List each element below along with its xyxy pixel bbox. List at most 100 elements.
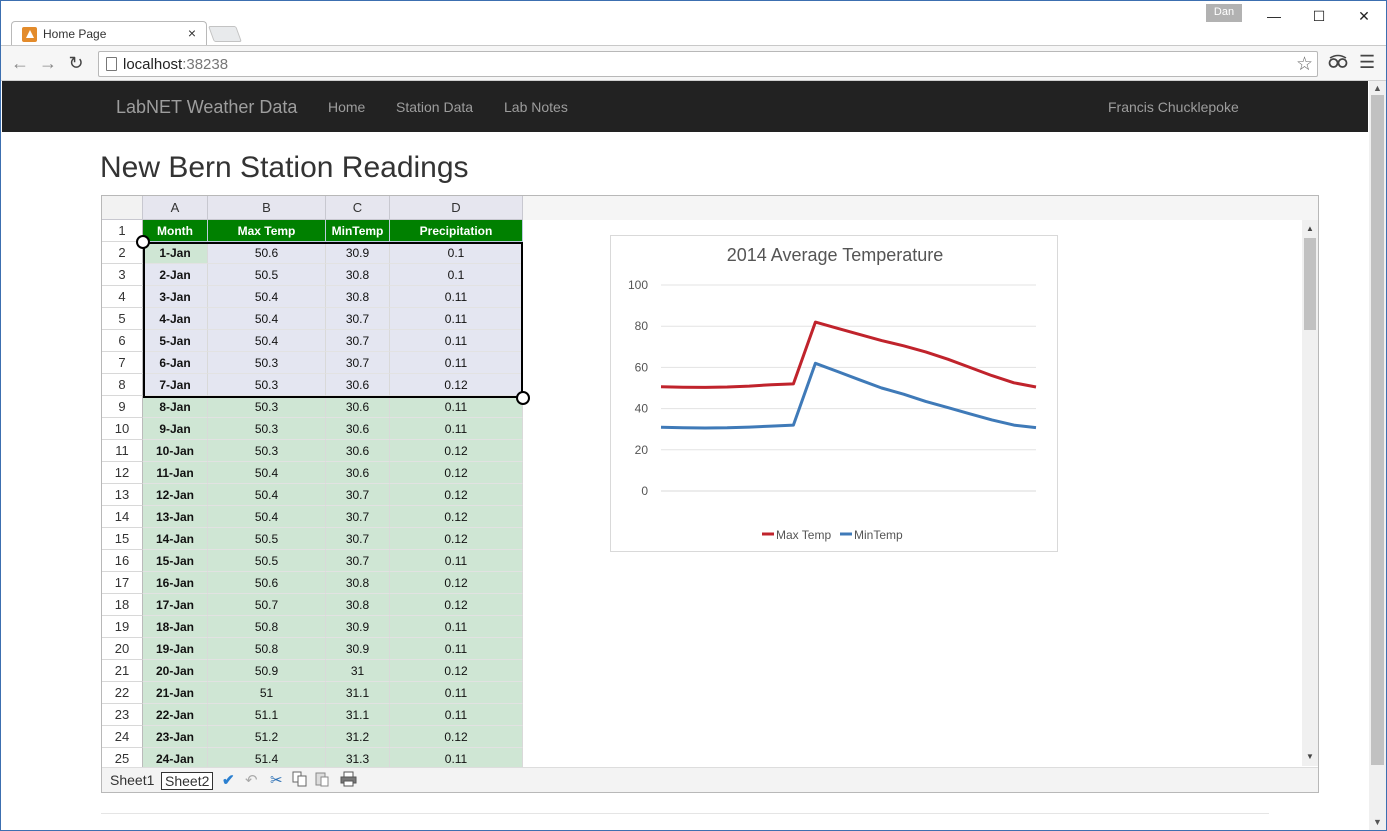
data-cell[interactable]: 6-Jan (143, 352, 208, 374)
data-cell[interactable]: 0.12 (390, 572, 523, 594)
sheet-scrollbar[interactable]: ▲ ▼ (1302, 220, 1318, 766)
extension-glasses-icon[interactable] (1328, 54, 1348, 75)
select-all-corner[interactable] (102, 196, 143, 220)
row-header[interactable]: 16 (102, 550, 143, 572)
data-cell[interactable]: 18-Jan (143, 616, 208, 638)
row-header[interactable]: 10 (102, 418, 143, 440)
data-cell[interactable]: 0.12 (390, 374, 523, 396)
sheet-scrollbar-thumb[interactable] (1304, 238, 1316, 330)
column-header-c[interactable]: C (326, 196, 390, 220)
data-cell[interactable]: 30.6 (326, 396, 390, 418)
data-cell[interactable]: 0.11 (390, 286, 523, 308)
row-header[interactable]: 1 (102, 220, 143, 242)
selection-handle-top-left[interactable] (136, 235, 150, 249)
row-header[interactable]: 17 (102, 572, 143, 594)
window-close-icon[interactable]: ✕ (1358, 8, 1370, 24)
row-header[interactable]: 18 (102, 594, 143, 616)
row-header[interactable]: 12 (102, 462, 143, 484)
data-cell[interactable]: 31.3 (326, 748, 390, 770)
data-cell[interactable]: 31 (326, 660, 390, 682)
data-cell[interactable]: 50.4 (208, 506, 326, 528)
copy-icon[interactable] (292, 771, 308, 791)
paste-icon[interactable] (314, 771, 330, 791)
data-cell[interactable]: 30.8 (326, 286, 390, 308)
data-cell[interactable]: 50.4 (208, 286, 326, 308)
row-header[interactable]: 21 (102, 660, 143, 682)
data-cell[interactable]: 0.11 (390, 638, 523, 660)
row-header[interactable]: 24 (102, 726, 143, 748)
site-brand-link[interactable]: LabNET Weather Data (116, 97, 298, 117)
data-cell[interactable]: 50.4 (208, 330, 326, 352)
data-cell[interactable]: 50.5 (208, 550, 326, 572)
column-header-a[interactable]: A (143, 196, 208, 220)
data-cell[interactable]: 31.2 (326, 726, 390, 748)
data-cell[interactable]: 13-Jan (143, 506, 208, 528)
data-cell[interactable]: 16-Jan (143, 572, 208, 594)
data-cell[interactable]: 17-Jan (143, 594, 208, 616)
data-cell[interactable]: 30.6 (326, 462, 390, 484)
data-cell[interactable]: 30.9 (326, 242, 390, 264)
data-cell[interactable]: 50.8 (208, 638, 326, 660)
header-cell[interactable]: Precipitation (390, 220, 523, 242)
data-cell[interactable]: 50.4 (208, 462, 326, 484)
data-cell[interactable]: 0.11 (390, 352, 523, 374)
data-cell[interactable]: 0.11 (390, 330, 523, 352)
data-cell[interactable]: 22-Jan (143, 704, 208, 726)
data-cell[interactable]: 50.7 (208, 594, 326, 616)
data-cell[interactable]: 50.3 (208, 352, 326, 374)
data-cell[interactable]: 0.12 (390, 528, 523, 550)
browser-menu-icon[interactable]: ☰ (1359, 52, 1376, 72)
sheet-scroll-down-icon[interactable]: ▼ (1306, 752, 1314, 761)
row-header[interactable]: 3 (102, 264, 143, 286)
data-cell[interactable]: 51.2 (208, 726, 326, 748)
data-cell[interactable]: 51.4 (208, 748, 326, 770)
header-cell[interactable]: Max Temp (208, 220, 326, 242)
row-header[interactable]: 8 (102, 374, 143, 396)
data-cell[interactable]: 9-Jan (143, 418, 208, 440)
data-cell[interactable]: 4-Jan (143, 308, 208, 330)
header-cell[interactable]: Month (143, 220, 208, 242)
data-cell[interactable]: 30.6 (326, 418, 390, 440)
data-cell[interactable]: 50.4 (208, 308, 326, 330)
data-cell[interactable]: 50.3 (208, 418, 326, 440)
data-cell[interactable]: 50.6 (208, 572, 326, 594)
data-cell[interactable]: 15-Jan (143, 550, 208, 572)
data-cell[interactable]: 50.3 (208, 374, 326, 396)
row-header[interactable]: 14 (102, 506, 143, 528)
row-header[interactable]: 5 (102, 308, 143, 330)
data-cell[interactable]: 0.12 (390, 484, 523, 506)
profile-badge[interactable]: Dan (1206, 4, 1242, 22)
data-cell[interactable]: 3-Jan (143, 286, 208, 308)
data-cell[interactable]: 23-Jan (143, 726, 208, 748)
selection-handle-bottom-right[interactable] (516, 391, 530, 405)
data-cell[interactable]: 8-Jan (143, 396, 208, 418)
column-header-d[interactable]: D (390, 196, 523, 220)
data-cell[interactable]: 2-Jan (143, 264, 208, 286)
browser-tab[interactable]: Home Page × (11, 21, 207, 45)
data-cell[interactable]: 0.11 (390, 396, 523, 418)
scroll-down-icon[interactable]: ▼ (1373, 817, 1382, 827)
page-scrollbar-thumb[interactable] (1371, 95, 1384, 765)
data-cell[interactable]: 21-Jan (143, 682, 208, 704)
data-cell[interactable]: 0.12 (390, 660, 523, 682)
data-cell[interactable]: 51 (208, 682, 326, 704)
data-cell[interactable]: 14-Jan (143, 528, 208, 550)
data-cell[interactable]: 30.9 (326, 638, 390, 660)
minimize-icon[interactable]: — (1267, 8, 1281, 24)
data-cell[interactable]: 50.6 (208, 242, 326, 264)
row-header[interactable]: 6 (102, 330, 143, 352)
new-tab-button[interactable] (208, 26, 242, 42)
data-cell[interactable]: 50.4 (208, 484, 326, 506)
data-cell[interactable]: 30.7 (326, 528, 390, 550)
data-cell[interactable]: 30.8 (326, 594, 390, 616)
data-cell[interactable]: 31.1 (326, 704, 390, 726)
data-cell[interactable]: 30.8 (326, 264, 390, 286)
data-cell[interactable]: 10-Jan (143, 440, 208, 462)
scroll-up-icon[interactable]: ▲ (1373, 83, 1382, 93)
data-cell[interactable]: 50.8 (208, 616, 326, 638)
data-cell[interactable]: 5-Jan (143, 330, 208, 352)
data-cell[interactable]: 0.12 (390, 594, 523, 616)
spreadsheet[interactable]: A B C D 1 2 3 4 5 6 7 8 9 10 11 12 13 14 15 16 17 18 19 20 21 22 2… (101, 195, 1319, 793)
data-cell[interactable]: 30.7 (326, 484, 390, 506)
data-cell[interactable]: 20-Jan (143, 660, 208, 682)
